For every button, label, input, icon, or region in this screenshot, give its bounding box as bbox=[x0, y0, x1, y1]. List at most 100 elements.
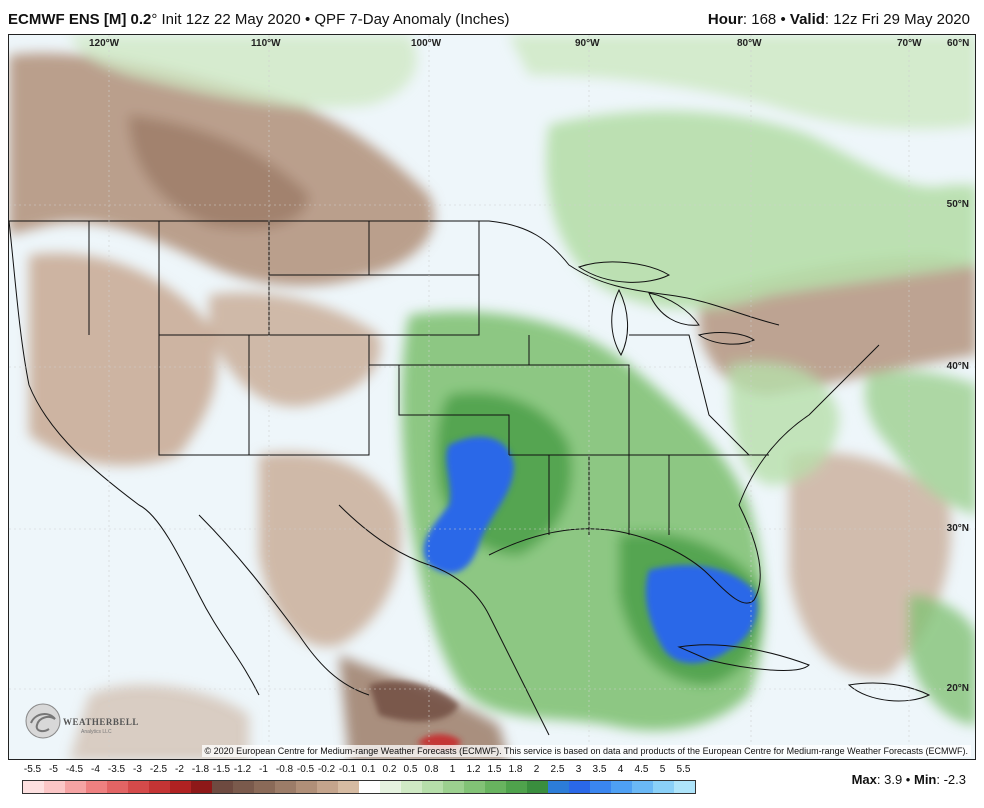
separator: • bbox=[304, 11, 311, 28]
map-panel: 120°W 110°W 100°W 90°W 80°W 70°W 60°N 50… bbox=[8, 34, 976, 760]
separator: • bbox=[780, 11, 786, 28]
legend-swatch bbox=[632, 781, 653, 793]
legend-swatch bbox=[527, 781, 548, 793]
legend-swatch bbox=[590, 781, 611, 793]
legend-swatch bbox=[464, 781, 485, 793]
legend-tick-label: 5.5 bbox=[676, 764, 691, 775]
lat-label-60n: 60°N bbox=[947, 38, 970, 49]
legend-swatch bbox=[359, 781, 380, 793]
legend-swatch bbox=[380, 781, 401, 793]
logo-text: WEATHERBELL bbox=[63, 717, 139, 727]
legend-tick-label: -5.5 bbox=[23, 764, 42, 775]
legend-tick-label: 4 bbox=[617, 764, 624, 775]
legend-swatch bbox=[254, 781, 275, 793]
min-label: Min bbox=[913, 772, 937, 787]
valid-label: Valid bbox=[789, 11, 825, 28]
title-right: Hour: 168 • Valid: 12z Fri 29 May 2020 bbox=[708, 11, 970, 28]
max-min-stats: Max: 3.9 • Min: -2.3 bbox=[852, 772, 966, 787]
valid-value: : 12z Fri 29 May 2020 bbox=[824, 11, 970, 28]
legend-swatch bbox=[674, 781, 695, 793]
legend-swatch bbox=[653, 781, 674, 793]
legend-tick-label: -4.5 bbox=[65, 764, 84, 775]
legend-swatch bbox=[149, 781, 170, 793]
model-name: ECMWF ENS [M] 0.2 bbox=[8, 11, 152, 28]
legend-tick-label: 2.5 bbox=[550, 764, 565, 775]
logo-sub: Analytics LLC bbox=[81, 729, 112, 735]
legend-tick-label: -0.5 bbox=[296, 764, 315, 775]
legend-tick-label: 0.5 bbox=[403, 764, 418, 775]
legend-swatch bbox=[107, 781, 128, 793]
lat-label-20n: 20°N bbox=[946, 683, 969, 694]
legend-swatch bbox=[485, 781, 506, 793]
graticule bbox=[9, 35, 975, 759]
legend-swatch bbox=[506, 781, 527, 793]
lon-label-70w: 70°W bbox=[897, 38, 922, 49]
legend-swatch bbox=[23, 781, 44, 793]
lon-label-100w: 100°W bbox=[411, 38, 442, 49]
min-value: : -2.3 bbox=[936, 772, 966, 787]
legend-tick-label: -1.5 bbox=[212, 764, 231, 775]
legend-swatch bbox=[233, 781, 254, 793]
legend-swatch bbox=[611, 781, 632, 793]
legend-swatch bbox=[422, 781, 443, 793]
lon-label-90w: 90°W bbox=[575, 38, 600, 49]
weatherbell-logo: WEATHERBELL Analytics LLC bbox=[23, 701, 138, 745]
heavy-anomaly-cores bbox=[369, 436, 758, 750]
legend-tick-label: -2.5 bbox=[149, 764, 168, 775]
legend-tick-label: 1.5 bbox=[487, 764, 502, 775]
legend-tick-label: -0.8 bbox=[275, 764, 294, 775]
lon-label-110w: 110°W bbox=[251, 38, 281, 49]
max-label: Max bbox=[851, 772, 877, 787]
max-value: : 3.9 bbox=[876, 772, 903, 787]
legend-tick-label: 5 bbox=[659, 764, 666, 775]
legend-tick-label: 1.2 bbox=[466, 764, 481, 775]
lat-label-40n: 40°N bbox=[946, 361, 969, 372]
legend-swatch bbox=[317, 781, 338, 793]
legend-tick-label: 3.5 bbox=[592, 764, 607, 775]
legend-swatch bbox=[86, 781, 107, 793]
legend-tick-label: -0.1 bbox=[338, 764, 357, 775]
legend-swatch bbox=[338, 781, 359, 793]
boundaries bbox=[9, 220, 931, 736]
hour-value: : 168 bbox=[742, 11, 777, 28]
legend-swatch bbox=[191, 781, 212, 793]
swirl-icon bbox=[25, 703, 61, 739]
legend-swatch bbox=[212, 781, 233, 793]
lat-label-30n: 30°N bbox=[946, 523, 969, 534]
legend-tick-label: -5 bbox=[49, 764, 58, 775]
degree-symbol: ° bbox=[151, 11, 158, 28]
legend-swatch bbox=[443, 781, 464, 793]
title-left: ECMWF ENS [M] 0.2° Init 12z 22 May 2020 … bbox=[8, 11, 509, 28]
legend-tick-label: 3 bbox=[575, 764, 582, 775]
legend-swatch bbox=[569, 781, 590, 793]
legend-ticks: -5.5 -5 -4.5 -4 -3.5 -3 -2.5 -2 -1.8 -1.5 -1.2 -1 -0… bbox=[22, 764, 702, 778]
color-legend: -5.5 -5 -4.5 -4 -3.5 -3 -2.5 -2 -1.8 -1.5 -1.2 -1 -0… bbox=[22, 764, 702, 798]
legend-swatch bbox=[65, 781, 86, 793]
legend-swatch bbox=[44, 781, 65, 793]
legend-tick-label: 0.1 bbox=[361, 764, 376, 775]
legend-tick-label: 4.5 bbox=[634, 764, 649, 775]
stats-separator: • bbox=[905, 772, 911, 787]
legend-tick-label: -2 bbox=[175, 764, 184, 775]
precip-anomaly-map bbox=[9, 35, 975, 759]
legend-tick-label: 2 bbox=[533, 764, 540, 775]
header: ECMWF ENS [M] 0.2° Init 12z 22 May 2020 … bbox=[0, 0, 984, 34]
legend-bar bbox=[22, 780, 696, 794]
legend-swatch bbox=[275, 781, 296, 793]
lon-label-80w: 80°W bbox=[737, 38, 762, 49]
lon-label-120w: 120°W bbox=[89, 38, 120, 49]
legend-tick-label: -3 bbox=[133, 764, 142, 775]
legend-tick-label: -1 bbox=[259, 764, 268, 775]
init-time: Init 12z 22 May 2020 bbox=[161, 11, 301, 28]
legend-tick-label: 0.2 bbox=[382, 764, 397, 775]
legend-swatch bbox=[401, 781, 422, 793]
legend-swatch bbox=[548, 781, 569, 793]
legend-tick-label: 1.8 bbox=[508, 764, 523, 775]
legend-tick-label: 1 bbox=[449, 764, 456, 775]
copyright-notice: © 2020 European Centre for Medium-range … bbox=[201, 745, 971, 757]
legend-tick-label: -1.2 bbox=[233, 764, 252, 775]
legend-swatch bbox=[128, 781, 149, 793]
product-name: QPF 7-Day Anomaly (Inches) bbox=[314, 11, 510, 28]
legend-swatch bbox=[170, 781, 191, 793]
legend-tick-label: -0.2 bbox=[317, 764, 336, 775]
